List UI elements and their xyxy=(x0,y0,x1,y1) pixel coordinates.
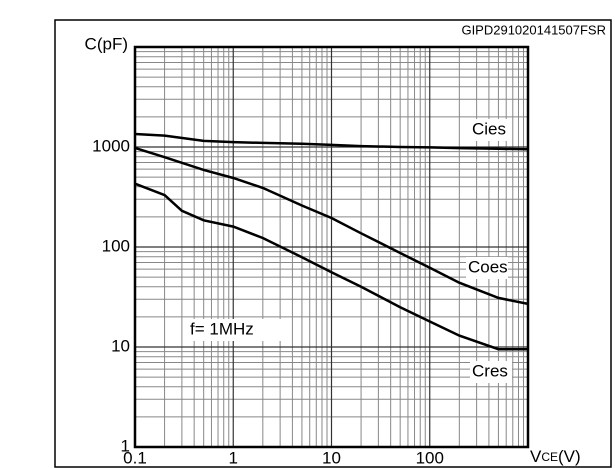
label-bg xyxy=(470,119,512,141)
series-label: Cies xyxy=(472,119,506,138)
series-line xyxy=(134,182,528,351)
y-tick-label: 1000 xyxy=(92,136,130,155)
x-tick-label: 1 xyxy=(229,448,238,467)
series-line xyxy=(134,146,529,306)
y-tick-label: 100 xyxy=(102,236,130,255)
annotation: f= 1MHz xyxy=(190,319,254,338)
label-bg xyxy=(470,361,512,383)
y-tick-label: 1 xyxy=(121,436,130,455)
series-label: Coes xyxy=(468,257,508,276)
label-bg xyxy=(466,257,508,279)
series-label: Cres xyxy=(472,361,508,380)
x-tick-label: 10 xyxy=(322,448,341,467)
series-line xyxy=(134,132,529,151)
x-tick-label: 0.1 xyxy=(123,448,147,467)
figure-code: GIPD291020141507FSR xyxy=(461,22,606,37)
x-label-sub: CE xyxy=(541,450,558,464)
y-tick-label: 10 xyxy=(111,336,130,355)
x-axis-label: VCE(V) xyxy=(530,447,581,466)
y-axis-label: C(pF) xyxy=(85,34,128,53)
plot-border xyxy=(133,45,530,449)
x-label-main: V xyxy=(530,447,542,466)
x-tick-label: 100 xyxy=(416,448,444,467)
annotation-bg xyxy=(186,319,282,341)
x-label-unit: (V) xyxy=(558,447,581,466)
frame xyxy=(54,19,612,468)
